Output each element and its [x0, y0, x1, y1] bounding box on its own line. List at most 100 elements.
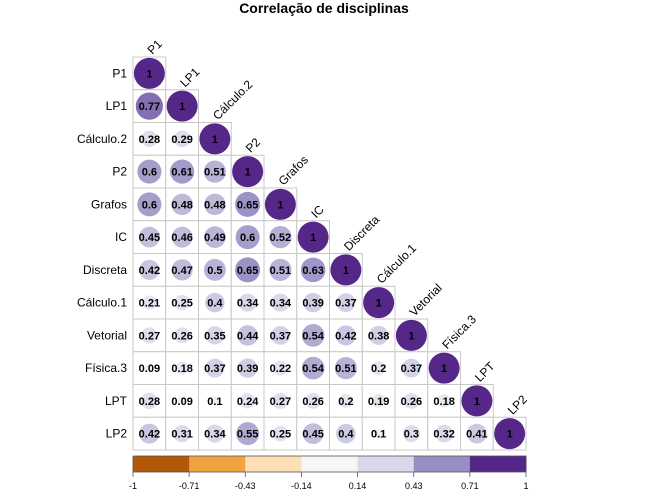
correlation-value: 0.42 [335, 330, 356, 342]
correlation-value: 0.22 [270, 363, 291, 375]
legend-tick-label: 1 [523, 481, 528, 491]
correlation-value: 0.54 [302, 363, 324, 375]
correlation-value: 0.47 [171, 265, 192, 277]
correlation-value: 0.77 [139, 101, 160, 113]
correlation-value: 0.65 [237, 199, 258, 211]
column-label: Vetorial [407, 281, 445, 319]
legend-color-segment [301, 456, 359, 472]
correlation-circle [363, 287, 395, 319]
correlation-circle [437, 394, 451, 408]
legend-tick-label: -1 [129, 481, 137, 491]
correlation-circle [235, 225, 260, 250]
correlation-circle [141, 130, 158, 148]
correlation-value: 0.63 [302, 265, 323, 277]
grid-cell [460, 416, 494, 451]
correlation-circle [403, 392, 420, 409]
value-layer: 10.77 10.28 0.29 10.6 0.61 0.51 10.6 0.48 0.48 0.… [139, 68, 513, 440]
correlation-circle [373, 428, 384, 439]
correlation-circle [300, 257, 326, 283]
correlation-value: 1 [179, 101, 185, 113]
correlation-value: 0.46 [171, 232, 192, 244]
correlation-circle [142, 295, 157, 310]
correlation-circle [272, 425, 289, 442]
correlation-value: 0.32 [433, 429, 454, 441]
correlation-value: 0.48 [204, 199, 225, 211]
row-label: Física.3 [85, 361, 127, 375]
legend-color-segment [133, 456, 190, 472]
legend-color-segment [357, 456, 415, 472]
correlation-circle [204, 226, 226, 248]
correlation-circle [237, 358, 258, 378]
correlation-value: 0.5 [207, 265, 222, 277]
correlation-value: 0.31 [171, 429, 192, 441]
correlation-value: 0.24 [237, 396, 259, 408]
correlation-circle [138, 226, 160, 248]
correlation-value: 0.26 [171, 330, 192, 342]
legend-frame [132, 455, 527, 473]
correlation-circle [401, 358, 421, 378]
correlation-value: 0.28 [139, 134, 160, 146]
correlation-circle [303, 292, 323, 313]
correlation-value: 0.6 [240, 232, 255, 244]
correlation-value: 0.27 [139, 330, 160, 342]
correlation-value: 0.37 [335, 298, 356, 310]
correlation-value: 0.26 [302, 396, 323, 408]
correlation-value: 1 [507, 429, 513, 441]
column-label: P2 [243, 135, 264, 156]
correlation-circle [269, 258, 292, 281]
correlation-circle [135, 92, 163, 120]
row-label: IC [115, 230, 127, 244]
circle-layer [133, 57, 526, 450]
row-label: Cálculo.2 [77, 132, 127, 146]
legend-tick-label: 0.71 [461, 481, 479, 491]
chart-title: Correlação de disciplinas [239, 0, 409, 16]
correlation-value: 0.41 [466, 429, 487, 441]
correlation-value: 0.45 [302, 429, 323, 441]
correlation-circle [204, 193, 226, 216]
correlation-circle [139, 259, 160, 280]
correlation-value: 0.19 [368, 396, 389, 408]
correlation-value: 0.28 [139, 396, 160, 408]
correlation-circle [435, 424, 453, 443]
correlation-value: 0.54 [302, 330, 324, 342]
correlation-circle [371, 361, 386, 376]
correlation-value: 0.18 [171, 363, 192, 375]
legend-tick-label: 0.14 [349, 481, 367, 491]
correlation-circle [137, 192, 162, 217]
correlation-circle [203, 160, 226, 183]
correlation-circle [336, 423, 356, 444]
correlation-value: 0.42 [139, 265, 160, 277]
correlation-value: 1 [146, 68, 152, 80]
correlation-circle [236, 422, 260, 446]
correlation-circle [466, 423, 487, 444]
column-label: Cálculo.2 [210, 77, 256, 123]
correlation-value: 0.51 [335, 363, 356, 375]
legend-tick-label: -0.43 [235, 481, 256, 491]
correlation-value: 0.09 [139, 363, 160, 375]
column-label: Discreta [341, 212, 382, 253]
correlation-circle [144, 363, 155, 373]
correlation-circle [139, 423, 160, 444]
correlation-circle [141, 327, 158, 344]
correlation-circle [177, 396, 187, 406]
correlation-value: 0.44 [237, 330, 259, 342]
correlation-value: 0.27 [270, 396, 291, 408]
row-label: LP2 [106, 427, 128, 441]
correlation-value: 0.18 [433, 396, 454, 408]
grid-cell [132, 253, 167, 287]
correlation-circle [305, 392, 322, 409]
correlation-circle [272, 392, 289, 409]
correlation-value: 0.2 [371, 363, 386, 375]
color-legend: -1 -0.71 -0.43 -0.14 0.14 0.43 0.71 1 [129, 455, 529, 491]
column-label: Grafos [276, 153, 311, 188]
correlation-value: 0.21 [139, 298, 160, 310]
correlation-circle [336, 293, 356, 313]
correlation-value: 0.61 [171, 167, 192, 179]
correlation-circle [271, 293, 290, 312]
correlation-circle [240, 393, 256, 409]
correlation-value: 0.34 [270, 298, 292, 310]
correlation-circle [428, 352, 460, 384]
column-label: IC [308, 202, 327, 221]
correlation-circle [461, 385, 493, 417]
row-label: LP1 [106, 99, 128, 113]
